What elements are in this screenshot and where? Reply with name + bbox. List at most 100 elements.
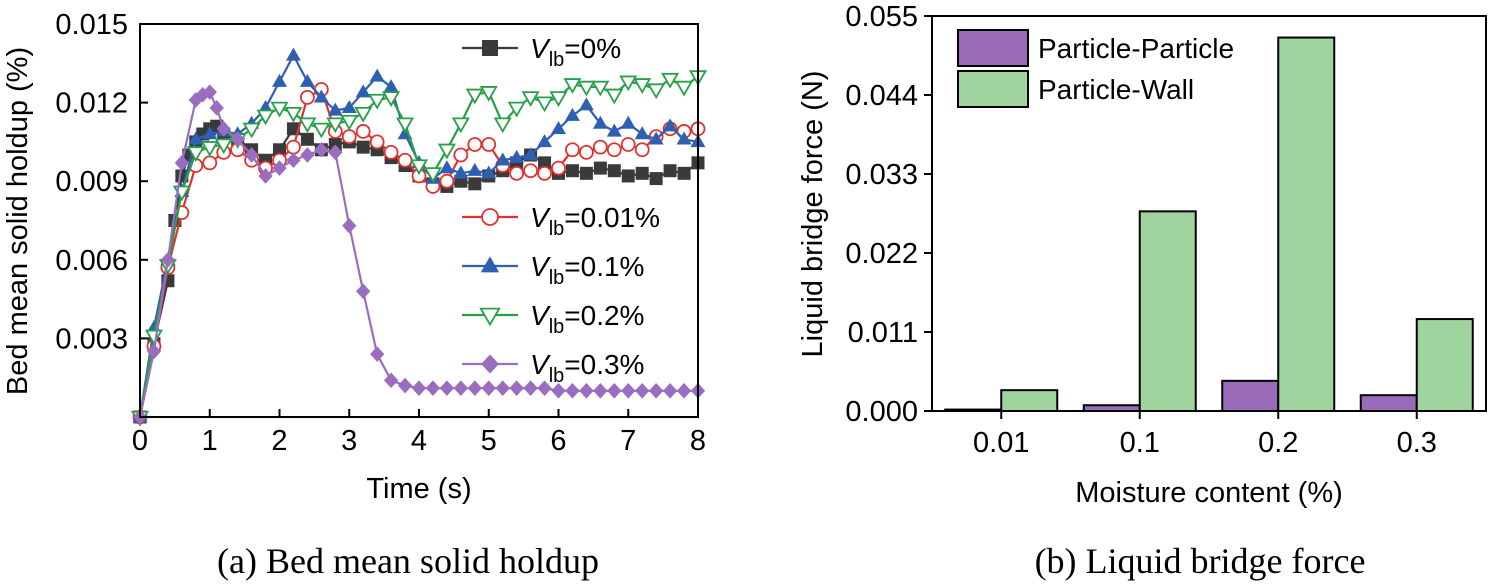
panel-a-plot-frame [139, 23, 699, 418]
data-point [285, 47, 301, 61]
data-point [605, 88, 624, 105]
data-point [467, 162, 483, 176]
data-point [209, 100, 224, 116]
panel-a-line-chart: 0 1 2 3 4 5 6 7 8 0.003 0.006 0.009 0.012 0.015 Time… [2, 9, 708, 505]
data-point [521, 91, 540, 107]
data-point [621, 383, 636, 399]
data-point [298, 117, 317, 134]
caption-b: (b) Liquid bridge force [1035, 541, 1366, 581]
legend-label: Vlb=0.2% [530, 300, 644, 338]
data-point [619, 75, 638, 92]
data-point [468, 177, 482, 191]
y-tick-label: 0.044 [845, 80, 918, 112]
data-point [579, 144, 594, 160]
data-point [340, 114, 359, 131]
data-point [242, 122, 261, 139]
panel-a-x-tick-labels: 0 1 2 3 4 5 6 7 8 [132, 425, 706, 457]
data-point [565, 383, 580, 399]
data-point [453, 165, 469, 179]
data-point [493, 117, 512, 134]
data-point [607, 164, 621, 178]
panel-b-plot-frame [931, 15, 1487, 412]
legend-item: Vlb=0% [462, 33, 621, 71]
data-point [273, 143, 286, 157]
panel-a-series [130, 47, 708, 427]
x-tick-label: 8 [690, 425, 706, 457]
legend-item: Vlb=0.2% [462, 300, 644, 338]
data-point [592, 139, 608, 155]
data-point [369, 68, 385, 82]
data-point [607, 383, 622, 399]
series-v-lb-0-3- [132, 84, 706, 425]
data-point [369, 134, 385, 150]
y-tick-label: 0.000 [845, 396, 918, 428]
data-point [354, 106, 373, 123]
data-point [481, 208, 499, 226]
data-point [202, 155, 218, 171]
x-tick-label: 1 [202, 425, 218, 457]
data-point [620, 115, 636, 129]
data-point [551, 383, 566, 399]
data-point [355, 124, 371, 139]
legend-label: Particle-Particle [1038, 33, 1234, 64]
data-point [621, 169, 635, 183]
y-tick-label: 0.022 [845, 238, 918, 270]
legend-label: Vlb=0.3% [530, 349, 644, 387]
data-point [382, 91, 401, 107]
data-point [356, 140, 370, 154]
panel-b-x-tick-labels: 0.01 0.1 0.2 0.3 [973, 427, 1437, 459]
panel-b-x-axis-label: Moisture content (%) [1075, 477, 1343, 509]
data-point [256, 109, 275, 126]
data-point [481, 165, 497, 179]
data-point [312, 122, 331, 139]
data-point [551, 121, 566, 134]
data-point [538, 156, 552, 170]
data-point [356, 283, 371, 300]
data-point [453, 380, 468, 396]
legend-label: Vlb=0.01% [530, 202, 660, 240]
data-point [535, 96, 554, 113]
panel-a-x-axis-label: Time (s) [366, 473, 471, 505]
data-point [479, 86, 498, 102]
data-point [186, 146, 205, 162]
panel-a-y-tick-labels: 0.003 0.006 0.009 0.012 0.015 [55, 9, 128, 355]
bar-particle-particle-0.3 [1359, 394, 1418, 413]
data-point [620, 137, 636, 152]
data-point [579, 383, 594, 399]
data-point [409, 159, 429, 176]
y-tick-label: 0.033 [845, 159, 918, 191]
data-point [634, 142, 650, 158]
data-point [327, 102, 343, 116]
data-point [326, 117, 345, 134]
data-point [662, 383, 678, 399]
x-tick-label: 0.1 [1120, 427, 1160, 459]
data-point [509, 380, 524, 396]
legend-item: Vlb=0.01% [462, 202, 660, 240]
data-point [397, 377, 413, 394]
data-point [299, 73, 315, 87]
x-tick-label: 0 [132, 425, 148, 457]
x-tick-label: 6 [550, 425, 566, 457]
data-point [270, 101, 289, 118]
bar-particle-wall-0.01 [1000, 389, 1059, 413]
data-point [451, 117, 470, 134]
data-point [663, 164, 677, 178]
y-tick-label: 0.011 [848, 317, 918, 349]
data-point [479, 307, 501, 327]
data-point [537, 380, 552, 396]
data-point [593, 383, 608, 399]
data-point [383, 372, 399, 389]
data-point [551, 160, 566, 176]
legend-item: Particle-Wall [957, 70, 1194, 108]
data-point [676, 383, 692, 399]
data-point [341, 100, 357, 114]
data-point [593, 161, 607, 175]
panel-b-bar-chart: 0.01 0.1 0.2 0.3 0.000 0.011 0.022 0.033 0.044 0… [797, 1, 1487, 509]
legend-swatch [957, 29, 1029, 67]
data-point [635, 166, 649, 180]
data-point [244, 147, 259, 163]
bar-particle-wall-0.1 [1138, 210, 1197, 412]
y-tick-label: 0.009 [55, 166, 128, 198]
data-point [606, 123, 622, 137]
data-point [677, 166, 691, 180]
